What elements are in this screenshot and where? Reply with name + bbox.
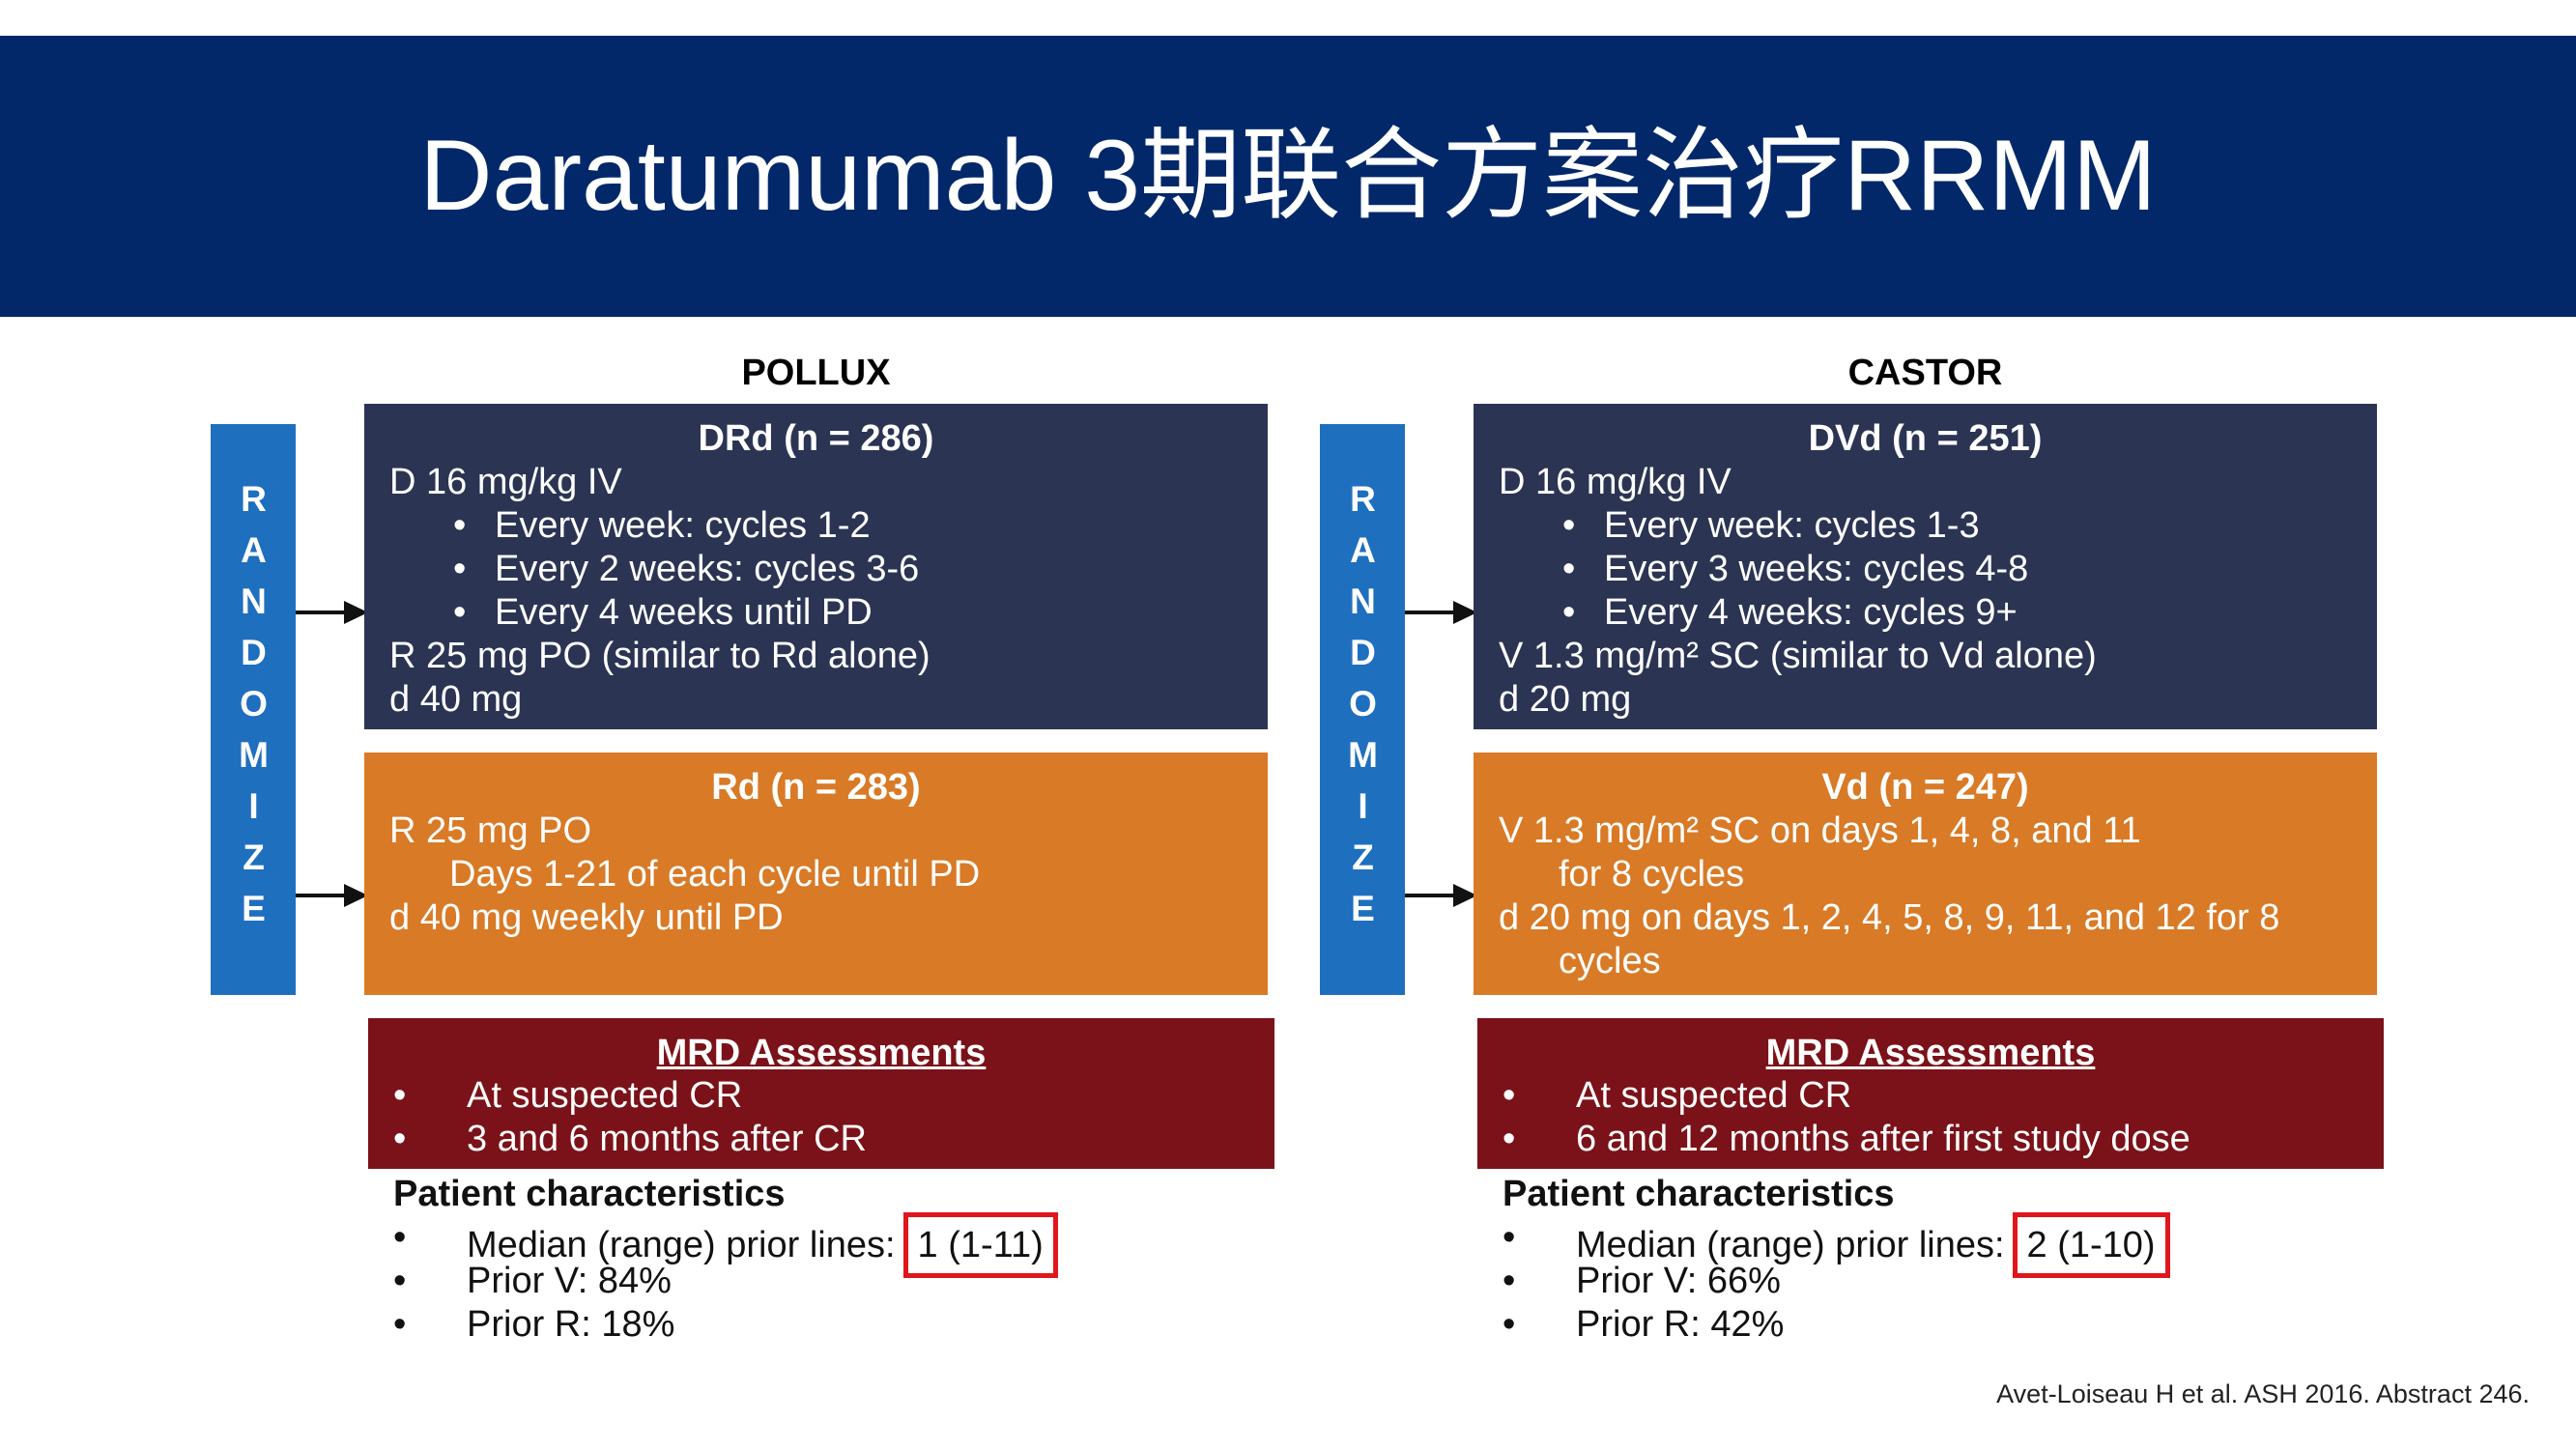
arm-box	[1474, 753, 2377, 995]
randomize-bar: RANDOMIZE	[211, 424, 296, 995]
arm-item: Every week: cycles 1-3	[1604, 505, 1980, 546]
bullet: •	[453, 592, 467, 633]
mrd-title: MRD Assessments	[656, 1033, 987, 1073]
patient-item: Prior R: 18%	[467, 1304, 675, 1345]
arm-line: V 1.3 mg/m² SC (similar to Vd alone)	[1499, 636, 2097, 676]
bullet: •	[453, 505, 467, 546]
mrd-title: MRD Assessments	[1765, 1033, 2096, 1073]
arm-line: D 16 mg/kg IV	[1499, 462, 1732, 502]
bullet: •	[393, 1261, 407, 1301]
median-value: 2 (1-10)	[2012, 1212, 2170, 1278]
arm-box	[1474, 404, 2377, 729]
bullet: •	[1503, 1217, 1516, 1258]
arm-continuation: for 8 cycles	[1559, 854, 1745, 895]
arm-line: R 25 mg PO	[389, 810, 592, 851]
bullet: •	[1503, 1119, 1516, 1159]
slide-title: Daratumumab 3期联合方案治疗RRMM	[419, 120, 2157, 232]
arm-item: Every week: cycles 1-2	[495, 505, 871, 546]
mrd-item: 3 and 6 months after CR	[467, 1119, 867, 1159]
citation: Avet-Loiseau H et al. ASH 2016. Abstract…	[1996, 1379, 2530, 1408]
median-row: Median (range) prior lines: 2 (1-10)	[1576, 1212, 2170, 1278]
arrow	[1405, 884, 1477, 907]
bullet: •	[393, 1075, 407, 1116]
mrd-box	[1477, 1018, 2384, 1169]
arm-item: Every 4 weeks: cycles 9+	[1604, 592, 2018, 633]
arm-item: Every 3 weeks: cycles 4-8	[1604, 549, 2029, 589]
arm-box	[364, 404, 1268, 729]
mrd-box	[368, 1018, 1274, 1169]
patients-title: Patient characteristics	[393, 1174, 786, 1214]
median-label: Median (range) prior lines:	[467, 1224, 896, 1265]
arm-title: Rd (n = 283)	[711, 767, 921, 808]
median-row: Median (range) prior lines: 1 (1-11)	[467, 1212, 1058, 1278]
arm-line: d 40 mg weekly until PD	[389, 897, 784, 938]
arm-title: DRd (n = 286)	[698, 418, 934, 459]
bullet: •	[1503, 1304, 1516, 1345]
bullet: •	[393, 1217, 407, 1258]
bullet: •	[1562, 549, 1576, 589]
mrd-item: 6 and 12 months after first study dose	[1576, 1119, 2190, 1159]
bullet: •	[1503, 1261, 1516, 1301]
bullet: •	[1562, 592, 1576, 633]
arm-continuation: Days 1-21 of each cycle until PD	[449, 854, 981, 895]
patient-item: Prior R: 42%	[1576, 1304, 1785, 1345]
arm-box	[364, 753, 1268, 995]
patient-item: Prior V: 66%	[1576, 1261, 1781, 1301]
arm-item: Every 4 weeks until PD	[495, 592, 873, 633]
patients-title: Patient characteristics	[1503, 1174, 1895, 1214]
mrd-item: At suspected CR	[467, 1075, 743, 1116]
arm-line: d 20 mg on days 1, 2, 4, 5, 8, 9, 11, an…	[1499, 897, 2280, 938]
arm-line: R 25 mg PO (similar to Rd alone)	[389, 636, 930, 676]
trial-name: CASTOR	[1847, 353, 2003, 393]
arrow	[1405, 601, 1477, 624]
median-value: 1 (1-11)	[902, 1212, 1058, 1278]
randomize-bar: RANDOMIZE	[1320, 424, 1405, 995]
arm-title: Vd (n = 247)	[1821, 767, 2029, 808]
arm-line: V 1.3 mg/m² SC on days 1, 4, 8, and 11	[1499, 810, 2141, 851]
bullet: •	[453, 549, 467, 589]
arm-item: Every 2 weeks: cycles 3-6	[495, 549, 920, 589]
arm-continuation: cycles	[1559, 941, 1661, 981]
arm-line: d 20 mg	[1499, 679, 1632, 720]
arrow	[296, 884, 368, 907]
arm-line: D 16 mg/kg IV	[389, 462, 622, 502]
trial-name: POLLUX	[741, 353, 891, 393]
bullet: •	[393, 1304, 407, 1345]
header-band	[0, 36, 2576, 317]
bullet: •	[1562, 505, 1576, 546]
arm-line: d 40 mg	[389, 679, 523, 720]
patient-item: Prior V: 84%	[467, 1261, 672, 1301]
arm-title: DVd (n = 251)	[1808, 418, 2043, 459]
arrow	[296, 601, 368, 624]
mrd-item: At suspected CR	[1576, 1075, 1852, 1116]
bullet: •	[393, 1119, 407, 1159]
median-label: Median (range) prior lines:	[1576, 1224, 2005, 1265]
bullet: •	[1503, 1075, 1516, 1116]
